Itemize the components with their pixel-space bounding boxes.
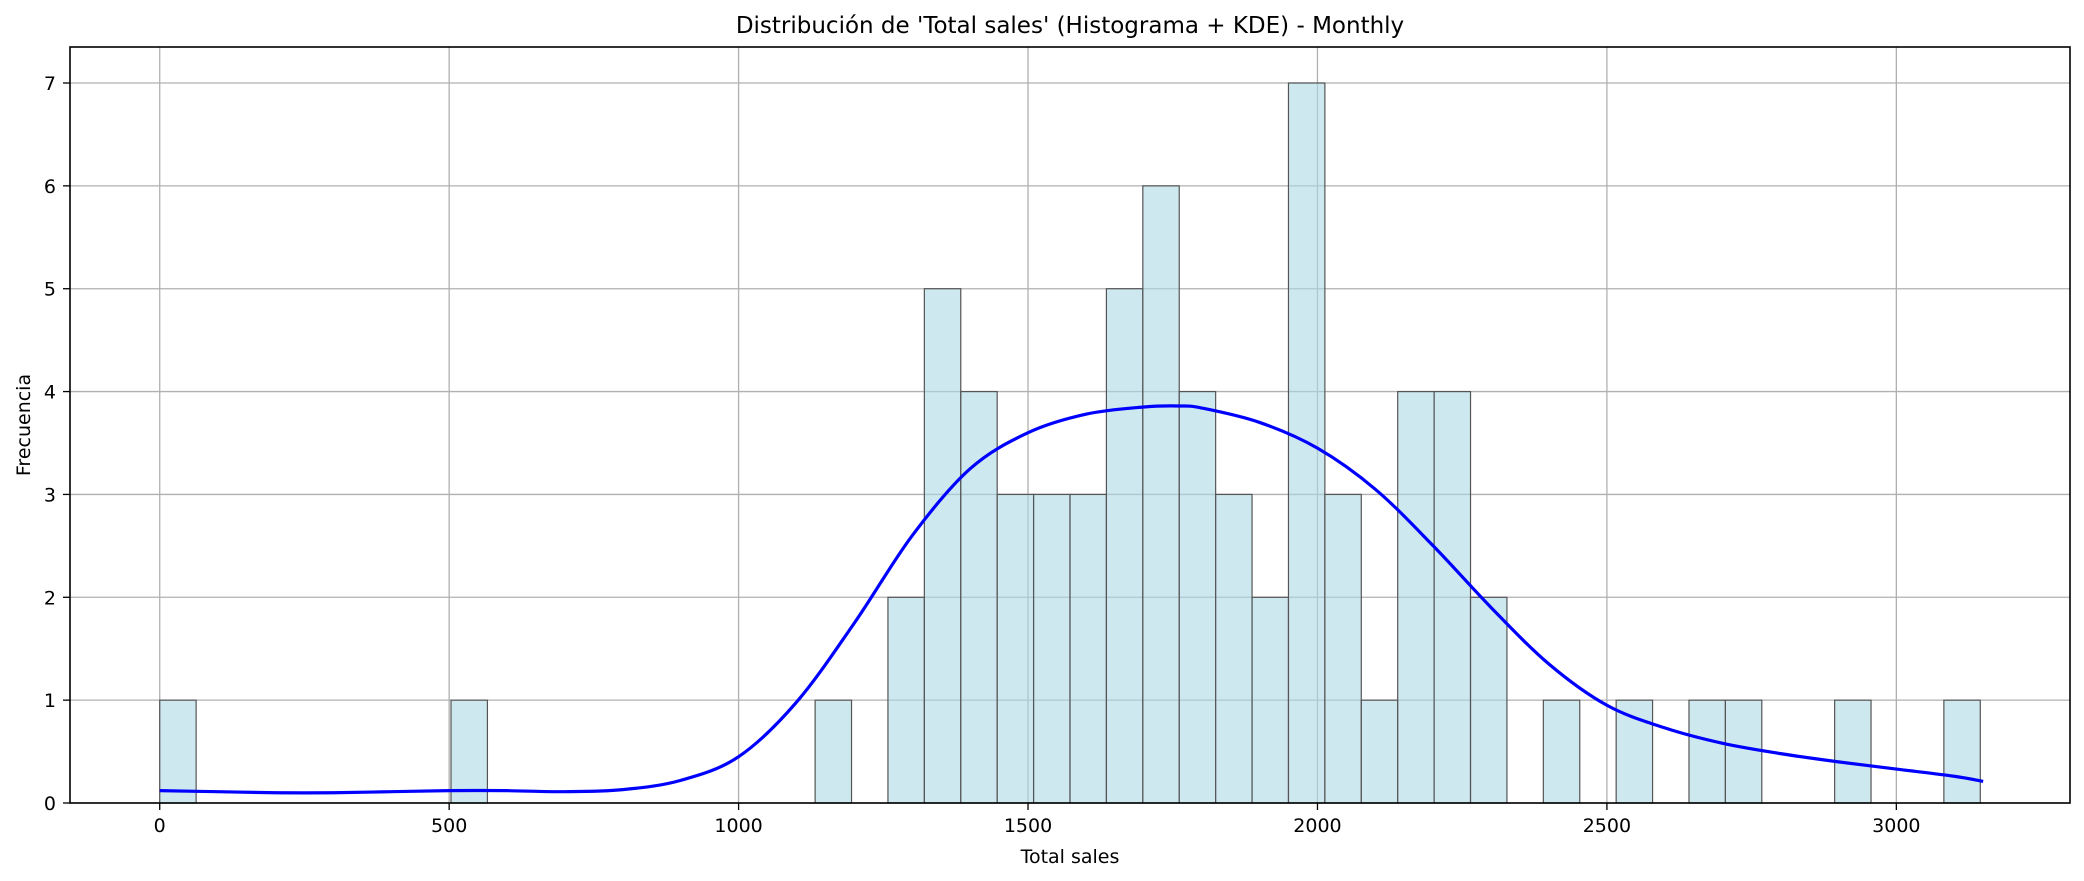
x-tick-label: 0 — [154, 815, 166, 837]
x-tick-label: 1500 — [1004, 815, 1052, 837]
x-axis-ticks: 0 500 1000 1500 2000 2500 3000 — [154, 803, 1921, 837]
histogram-bars — [159, 82, 1981, 804]
histogram-bar — [450, 699, 489, 804]
x-axis-label: Total sales — [1020, 846, 1120, 868]
kde-curve — [159, 404, 1984, 795]
x-tick-label: 500 — [431, 815, 467, 837]
histogram-bar — [1105, 288, 1144, 804]
x-tick-label: 2000 — [1293, 815, 1341, 837]
histogram-bar — [1615, 699, 1654, 804]
y-tick-label: 3 — [44, 484, 56, 506]
histogram-bar — [1069, 493, 1108, 804]
histogram-bar — [1834, 699, 1872, 804]
histogram-bar — [1324, 493, 1362, 804]
histogram-bar — [1360, 699, 1399, 804]
y-tick-label: 0 — [44, 793, 56, 815]
grid — [70, 47, 2070, 804]
histogram-bar — [159, 699, 197, 804]
histogram-bar — [1178, 390, 1217, 804]
y-tick-label: 2 — [44, 587, 56, 609]
x-tick-label: 3000 — [1872, 815, 1920, 837]
plot-frame — [69, 46, 2071, 804]
histogram-bar — [1542, 699, 1581, 804]
kde-curve-layer — [159, 404, 1984, 795]
histogram-bar — [1469, 596, 1508, 804]
y-tick-label: 7 — [44, 73, 56, 95]
histogram-bar — [1397, 390, 1435, 804]
x-tick-label: 1000 — [714, 815, 762, 837]
y-tick-label: 5 — [44, 279, 56, 301]
y-axis-label: Frecuencia — [13, 374, 35, 476]
y-axis-ticks: 0 1 2 3 4 5 6 7 — [44, 73, 70, 815]
x-tick-label: 2500 — [1583, 815, 1631, 837]
histogram-bar — [887, 596, 925, 804]
histogram-bar — [1142, 185, 1180, 804]
y-tick-label: 1 — [44, 690, 56, 712]
histogram-bar — [1433, 390, 1472, 804]
y-tick-label: 6 — [44, 176, 56, 198]
histogram-bar — [923, 288, 962, 804]
histogram-bar — [814, 699, 853, 804]
histogram-bar — [1251, 596, 1290, 804]
histogram-bar — [1724, 699, 1763, 804]
histogram-bar — [1688, 699, 1726, 804]
histogram-bar — [1943, 699, 1981, 804]
histogram-bar — [1215, 493, 1253, 804]
histogram-bar — [996, 493, 1035, 804]
y-tick-label: 4 — [44, 382, 56, 404]
histogram-bar — [1032, 493, 1071, 804]
chart-title: Distribución de 'Total sales' (Histogram… — [736, 13, 1404, 39]
